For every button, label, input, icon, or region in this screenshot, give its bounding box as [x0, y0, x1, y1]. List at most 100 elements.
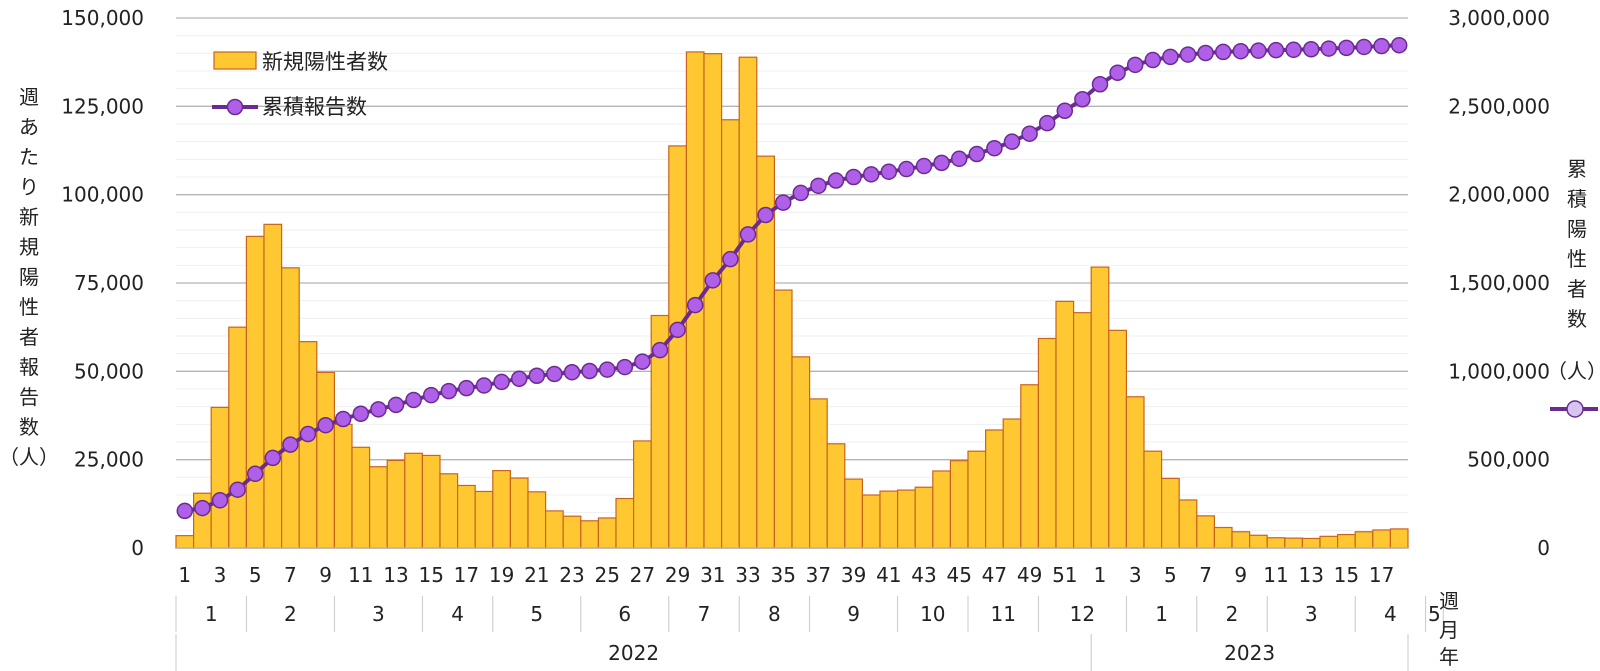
line-point: [1091, 76, 1109, 93]
left-axis-title-char: 新: [19, 205, 39, 229]
bar: [984, 429, 1004, 549]
legend-bar-label: 新規陽性者数: [262, 50, 388, 74]
left-axis-title-char: 陽: [19, 265, 39, 289]
line-point: [757, 206, 774, 224]
line-point: [915, 157, 933, 175]
left-axis-title-char: あ: [19, 115, 39, 139]
week-tick-label: 17: [1369, 563, 1394, 587]
line-point: [1338, 39, 1355, 57]
week-tick-label: 7: [1199, 563, 1212, 587]
week-tick-label: 45: [946, 563, 971, 587]
bar: [615, 497, 635, 549]
line-point: [1250, 42, 1267, 59]
bar: [861, 494, 881, 549]
line-point: [1003, 133, 1021, 150]
left-tick-label: 125,000: [61, 94, 144, 118]
right-axis-title-char: 累: [1567, 157, 1587, 181]
line-point: [651, 341, 669, 359]
line-point: [827, 172, 845, 189]
year-label: 2023: [1224, 641, 1275, 665]
right-axis-title-char: 陽: [1567, 217, 1587, 241]
week-tick-label: 3: [214, 563, 227, 587]
line-point: [194, 499, 211, 517]
bar: [1037, 337, 1057, 549]
right-axis-title-char: （人）: [1547, 359, 1600, 383]
line-point: [774, 194, 792, 211]
bar: [1090, 266, 1110, 549]
month-label: 12: [1070, 602, 1095, 626]
month-label: 3: [1305, 602, 1318, 626]
line-point: [264, 449, 282, 467]
week-tick-label: 15: [1334, 563, 1359, 587]
line-point: [1162, 48, 1179, 66]
week-tick-label: 17: [454, 563, 479, 587]
bar: [773, 289, 793, 549]
bar: [263, 223, 283, 549]
week-tick-label: 19: [489, 563, 514, 587]
line-point: [722, 250, 739, 268]
left-tick-label: 150,000: [61, 6, 144, 30]
legend-line-label: 累積報告数: [262, 95, 367, 119]
week-tick-label: 9: [319, 563, 332, 587]
line-point: [1056, 102, 1074, 119]
bar: [632, 440, 652, 549]
right-axis-series-marker: [1550, 400, 1598, 418]
week-tick-label: 33: [735, 563, 760, 587]
line-point: [1074, 91, 1091, 108]
legend-bar-swatch: [213, 51, 257, 70]
right-axis-title-char: 性: [1567, 247, 1587, 271]
week-tick-label: 11: [1263, 563, 1288, 587]
month-label: 2: [1226, 602, 1239, 626]
line-point: [440, 382, 458, 400]
line-point: [1179, 46, 1197, 63]
week-tick-label: 7: [284, 563, 297, 587]
line-point: [1232, 42, 1250, 60]
right-axis-title-char: 者: [1567, 277, 1587, 301]
line-point: [528, 367, 546, 384]
week-tick-label: 39: [841, 563, 866, 587]
left-tick-label: 25,000: [74, 448, 144, 472]
line-point: [739, 226, 757, 243]
series-line: [184, 43, 1400, 513]
right-axis-title-char: 数: [1567, 307, 1587, 331]
line-point: [510, 370, 528, 388]
bar: [1319, 535, 1339, 549]
week-tick-label: 1: [1094, 563, 1107, 587]
line-point: [1302, 41, 1320, 58]
bar: [914, 486, 934, 549]
week-tick-label: 49: [1017, 563, 1042, 587]
line-point: [1144, 51, 1162, 69]
bar: [967, 450, 987, 549]
left-axis-title-char: 数: [19, 415, 39, 439]
month-label: 4: [1384, 602, 1397, 626]
line-point: [1197, 44, 1214, 62]
bar: [1336, 533, 1356, 549]
left-axis-title-char: 告: [19, 385, 39, 409]
line-point: [968, 145, 986, 163]
line-point: [704, 272, 722, 289]
month-label: 8: [768, 602, 781, 626]
bar: [1178, 499, 1198, 549]
right-axis-title-char: 積: [1567, 187, 1587, 211]
bar: [351, 446, 371, 549]
line-point: [1021, 125, 1038, 142]
line-point: [1355, 38, 1373, 56]
week-tick-label: 29: [665, 563, 690, 587]
week-tick-label: 47: [982, 563, 1007, 587]
bar: [298, 341, 318, 549]
bar: [932, 470, 951, 549]
bar: [527, 491, 547, 549]
bar: [791, 356, 811, 549]
line-point: [933, 154, 950, 172]
bar: [668, 145, 687, 549]
left-axis-title-char: 性: [19, 295, 39, 319]
week-tick-label: 15: [418, 563, 443, 587]
line-point: [1373, 37, 1390, 55]
line-point: [1214, 43, 1232, 61]
bar: [386, 459, 406, 549]
bar: [421, 454, 441, 549]
month-label: 10: [920, 602, 945, 626]
axes: 0 25,000 50,000 75,000 100,000 125,000 150,000…: [0, 6, 1600, 671]
line-point: [1267, 41, 1285, 59]
